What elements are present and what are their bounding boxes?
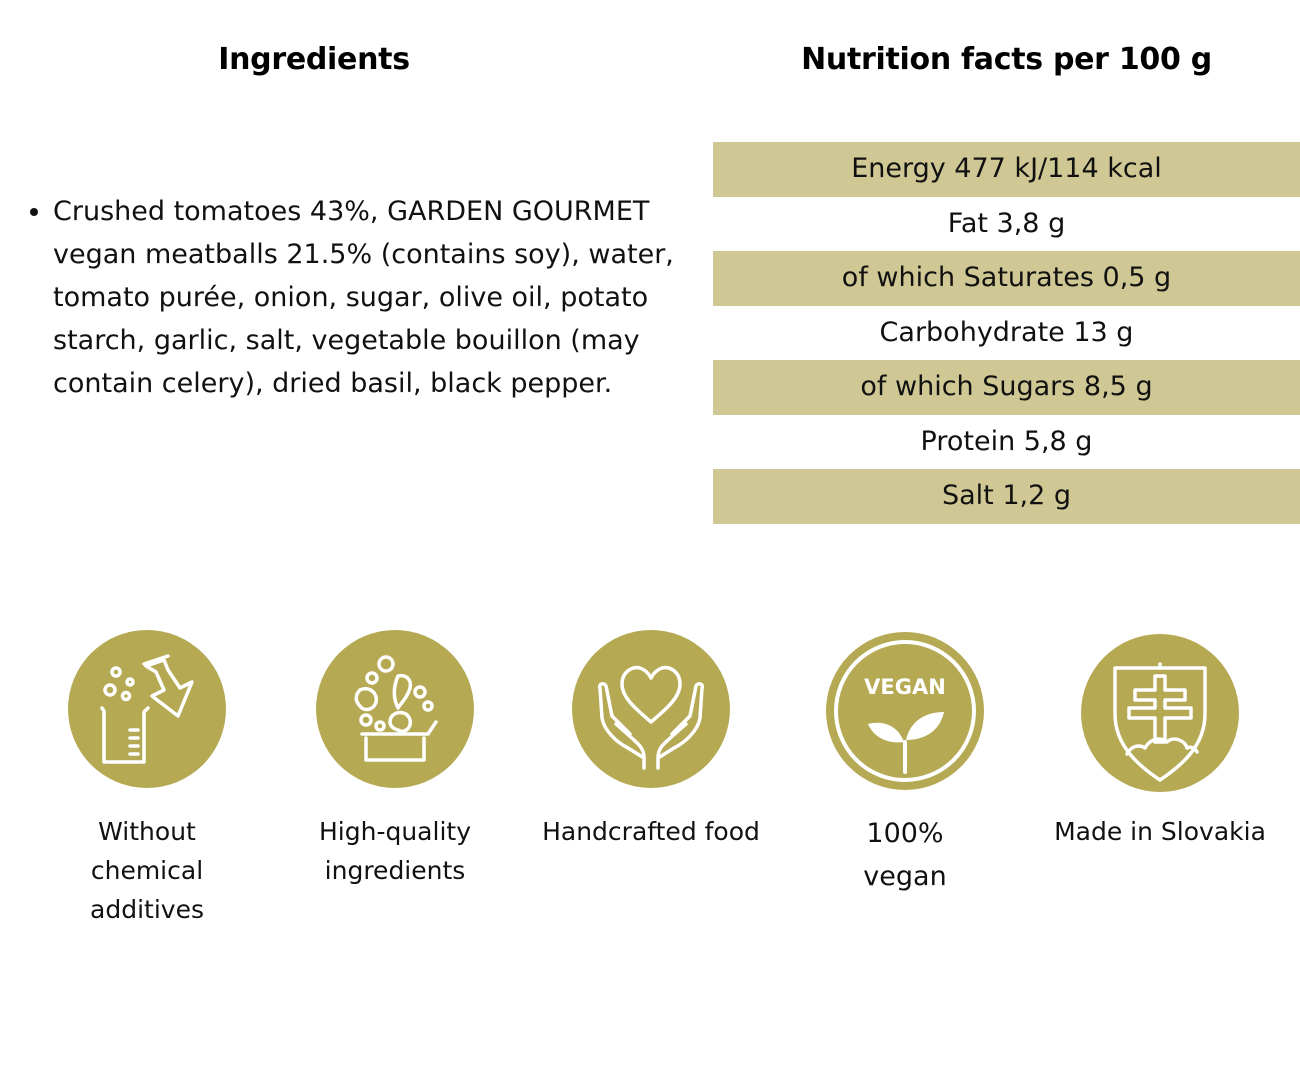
badge-label: Without chemical additives <box>90 817 204 924</box>
nutrition-row-saturates: of which Saturates 0,5 g <box>713 251 1300 306</box>
nutrition-row-sugars: of which Sugars 8,5 g <box>713 360 1300 415</box>
list-item: Crushed tomatoes 43%, GARDEN GOURMET veg… <box>53 190 725 405</box>
badge-quality-ingredients: High-quality ingredients <box>275 630 515 890</box>
badge-no-additives: Without chemical additives <box>27 630 267 929</box>
nutrition-row-protein: Protein 5,8 g <box>713 414 1300 469</box>
heart-hands-icon <box>572 630 730 788</box>
nutrition-table: Energy 477 kJ/114 kcal Fat 3,8 g of whic… <box>713 142 1300 524</box>
nutrition-row-salt: Salt 1,2 g <box>713 469 1300 524</box>
badge-label: Handcrafted food <box>542 817 760 846</box>
badge-label: Made in Slovakia <box>1054 817 1266 846</box>
nutrition-row-fat: Fat 3,8 g <box>713 196 1300 251</box>
nutrition-row-carbohydrate: Carbohydrate 13 g <box>713 305 1300 360</box>
badge-label: High-quality ingredients <box>318 817 471 885</box>
badge-vegan: VEGAN 100% vegan <box>785 630 1025 898</box>
vegan-leaf-icon: VEGAN <box>826 632 984 790</box>
vegetables-box-icon <box>316 630 474 788</box>
slovak-coat-of-arms-icon <box>1081 634 1239 792</box>
badge-handcrafted: Handcrafted food <box>531 630 771 851</box>
badge-label: 100% vegan <box>863 818 947 892</box>
lab-flask-icon <box>68 630 226 788</box>
vegan-icon-text: VEGAN <box>864 675 946 699</box>
ingredients-list: Crushed tomatoes 43%, GARDEN GOURMET veg… <box>20 190 725 405</box>
badge-made-in-slovakia: Made in Slovakia <box>1040 630 1280 851</box>
nutrition-heading: Nutrition facts per 100 g <box>801 42 1212 77</box>
ingredients-heading: Ingredients <box>218 42 410 77</box>
nutrition-row-energy: Energy 477 kJ/114 kcal <box>713 142 1300 197</box>
